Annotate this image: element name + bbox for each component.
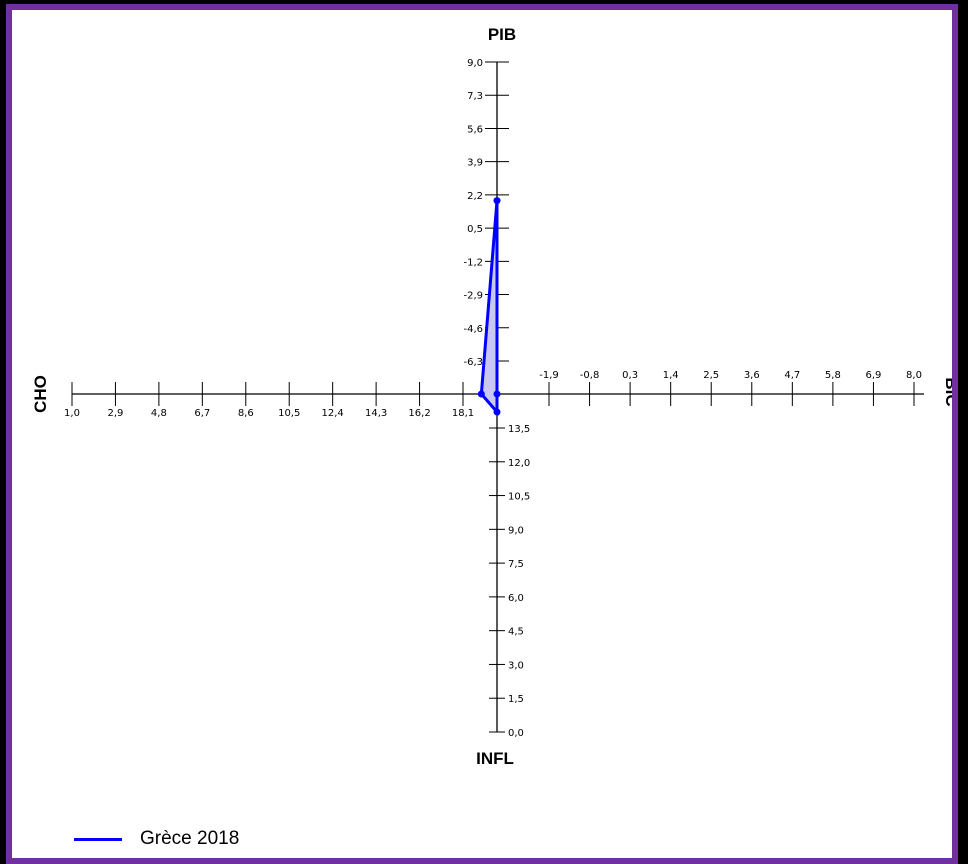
pib-tick-label: 2,2: [467, 191, 483, 202]
series-point: [493, 197, 501, 205]
radar-cross-chart: 9,0 7,3 5,6 3,9 2,2 0,5 -1,2 -2,9 -4,6 -6,3 13,5 12…: [31, 25, 952, 768]
bic-tick-label: 6,9: [865, 370, 881, 381]
infl-tick-label: 12,0: [508, 458, 530, 469]
cho-tick-label: 14,3: [365, 408, 387, 419]
pib-tick-label: -6,3: [463, 357, 483, 368]
chart-frame: 9,0 7,3 5,6 3,9 2,2 0,5 -1,2 -2,9 -4,6 -6,3 13,5 12…: [6, 4, 958, 864]
bic-tick-label: 5,8: [825, 370, 841, 381]
cho-tick-label: 10,5: [278, 408, 300, 419]
series-area: [479, 200, 499, 417]
series-point: [477, 390, 485, 398]
series-point: [493, 408, 501, 416]
pib-tick-label: 9,0: [467, 58, 483, 69]
infl-tick-label: 3,0: [508, 660, 524, 671]
cho-tick-label: 2,9: [107, 408, 123, 419]
pib-tick-label: 3,9: [467, 158, 483, 169]
bic-tick-label: 3,6: [744, 370, 760, 381]
infl-tick-label: 4,5: [508, 627, 524, 638]
pib-tick-label: 7,3: [467, 91, 483, 102]
bic-tick-label: 0,3: [622, 370, 638, 381]
infl-tick-label: 1,5: [508, 694, 524, 705]
infl-tick-label: 6,0: [508, 593, 524, 604]
bic-tick-label: -1,9: [539, 370, 559, 381]
infl-tick-label: 9,0: [508, 525, 524, 536]
cho-tick-label: 6,7: [194, 408, 210, 419]
bic-tick-label: 8,0: [906, 370, 922, 381]
pib-tick-label: 0,5: [467, 224, 483, 235]
infl-tick-label: 10,5: [508, 492, 530, 503]
bic-axis-title: BIC: [942, 377, 952, 406]
bic-tick-label: 4,7: [784, 370, 800, 381]
infl-tick-label: 0,0: [508, 728, 524, 739]
bic-tick-label: -0,8: [580, 370, 600, 381]
cho-tick-label: 16,2: [408, 408, 430, 419]
cho-axis-title: CHO: [31, 375, 50, 413]
cho-tick-label: 1,0: [64, 408, 80, 419]
pib-axis-title: PIB: [488, 25, 516, 44]
pib-tick-label: 5,6: [467, 124, 483, 135]
cho-tick-label: 18,1: [452, 408, 474, 419]
infl-tick-label: 7,5: [508, 559, 524, 570]
infl-tick-label: 13,5: [508, 424, 530, 435]
cho-tick-label: 4,8: [151, 408, 167, 419]
legend: Grèce 2018: [74, 828, 239, 850]
bic-tick-label: 1,4: [663, 370, 679, 381]
series-point: [493, 390, 501, 398]
pib-tick-label: -1,2: [463, 257, 483, 268]
infl-axis-title: INFL: [476, 749, 514, 768]
pib-tick-label: -2,9: [463, 291, 483, 302]
legend-label: Grèce 2018: [140, 828, 240, 849]
bic-tick-label: 2,5: [703, 370, 719, 381]
cho-tick-label: 12,4: [322, 408, 344, 419]
pib-tick-label: -4,6: [463, 324, 483, 335]
legend-swatch: [74, 837, 122, 841]
cho-tick-label: 8,6: [238, 408, 254, 419]
